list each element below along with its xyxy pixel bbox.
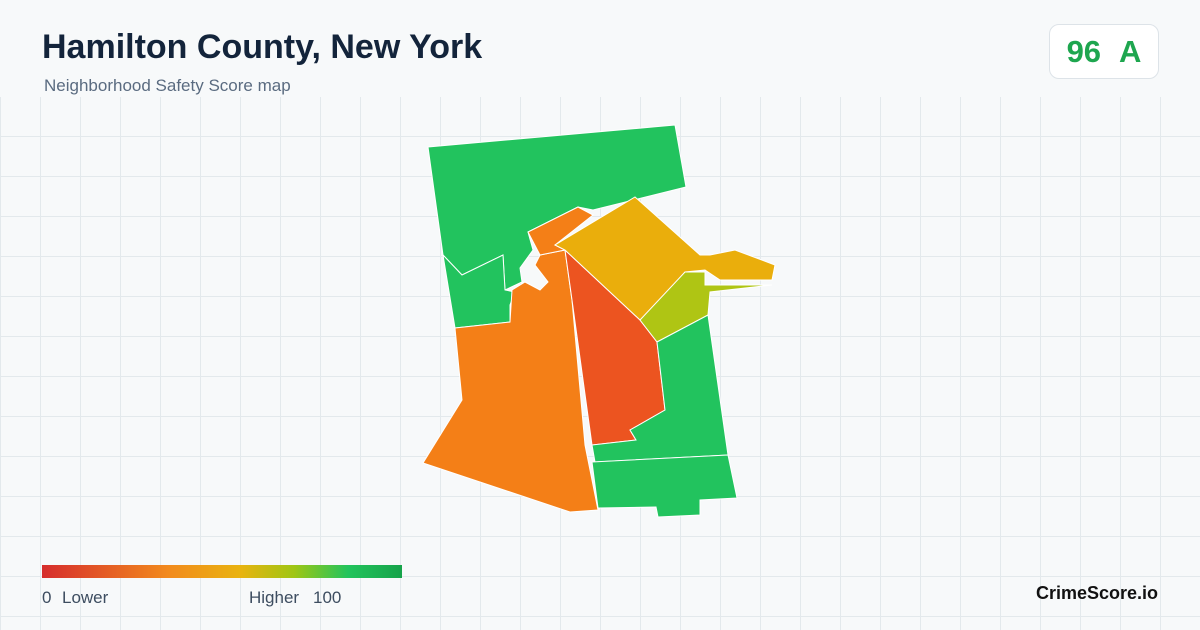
score: 96 xyxy=(1066,33,1102,69)
legend-min: 0 xyxy=(42,588,52,607)
score-badge: 96 A xyxy=(1049,24,1159,79)
brand: CrimeScore.io xyxy=(1035,583,1158,603)
title: Hamilton County, New York xyxy=(42,28,483,66)
subtitle: Neighborhood Safety Score map xyxy=(44,76,291,95)
legend-max: 100 xyxy=(313,588,342,607)
region xyxy=(591,314,729,463)
region xyxy=(591,454,738,518)
legend-high-label: Higher xyxy=(249,588,300,607)
legend-gradient xyxy=(42,565,402,578)
legend-low-label: Lower xyxy=(62,588,109,607)
grade: A xyxy=(1119,33,1142,69)
